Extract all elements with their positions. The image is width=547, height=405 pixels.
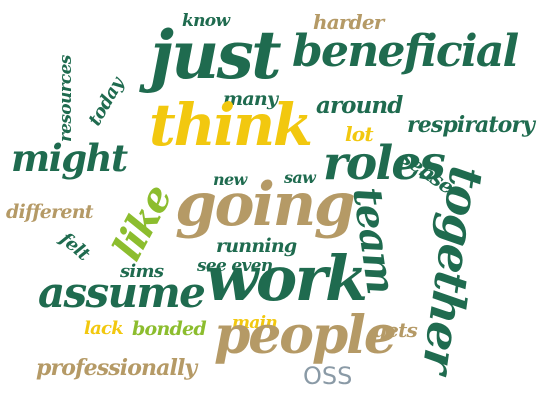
word-respiratory: respiratory — [407, 112, 535, 138]
word-might: might — [11, 136, 128, 180]
word-bonded: bonded — [132, 318, 207, 340]
word-like: like — [103, 177, 182, 269]
word-many: many — [223, 88, 278, 110]
word-people: people — [214, 305, 397, 366]
word-gets: gets — [373, 318, 418, 342]
word-professionally: professionally — [36, 355, 197, 381]
word-sims: sims — [120, 261, 164, 282]
word-roles: roles — [323, 136, 446, 191]
word-beneficial: beneficial — [292, 26, 519, 77]
word-felt: felt — [55, 228, 94, 265]
word-see-even: see even — [197, 256, 273, 276]
word-harder: harder — [313, 10, 384, 34]
word-going: going — [175, 170, 356, 240]
word-think: think — [149, 91, 313, 159]
word-lot: lot — [345, 122, 374, 146]
word-resources: resources — [56, 55, 76, 142]
word-just: just — [150, 16, 282, 94]
word-today: today — [84, 74, 129, 130]
word-lack: lack — [84, 318, 124, 339]
word-together: together — [411, 163, 494, 376]
word-running: running — [216, 235, 297, 257]
word-know: know — [182, 11, 230, 31]
word-different: different — [6, 201, 94, 223]
word-work: work — [205, 242, 368, 315]
word-new: new — [213, 170, 247, 189]
word-assume: assume — [38, 268, 206, 317]
word-around: around — [316, 92, 403, 119]
word-oss: OSS — [303, 362, 353, 390]
word-saw: saw — [284, 168, 316, 187]
word-main: main — [232, 313, 278, 333]
